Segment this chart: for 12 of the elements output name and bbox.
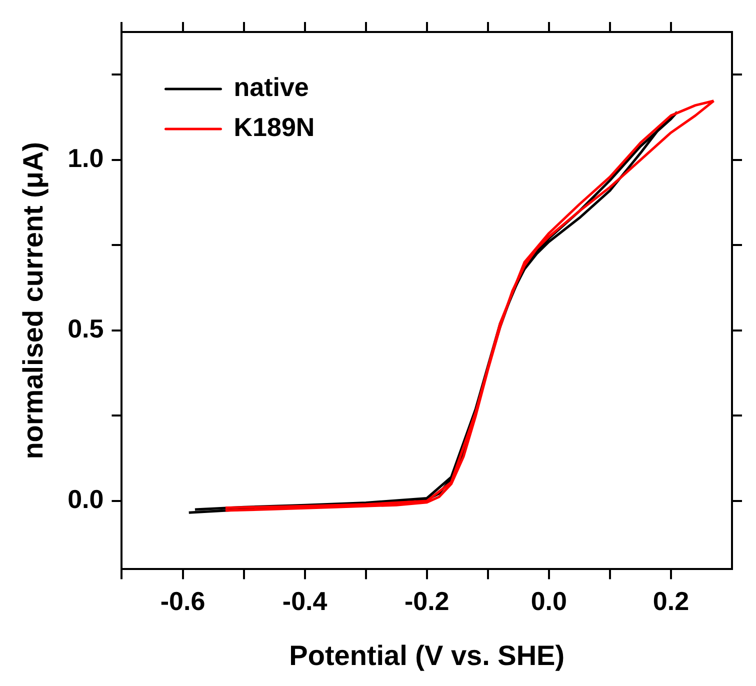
x-axis-title: Potential (V vs. SHE): [289, 640, 565, 671]
x-tick-label: 0.2: [652, 586, 690, 616]
x-tick-label: -0.6: [160, 586, 206, 616]
y-tick-label: 0.5: [68, 314, 104, 344]
y-tick-label: 0.0: [68, 484, 104, 514]
y-tick-label: 1.0: [68, 143, 104, 174]
legend-label: K189N: [234, 112, 315, 142]
x-tick-label: -0.2: [404, 586, 450, 616]
x-tick-label: -0.4: [282, 586, 328, 616]
y-axis-title: normalised current (μA): [18, 142, 49, 460]
x-tick-label: 0.0: [530, 586, 567, 616]
legend-label: native: [234, 72, 309, 102]
